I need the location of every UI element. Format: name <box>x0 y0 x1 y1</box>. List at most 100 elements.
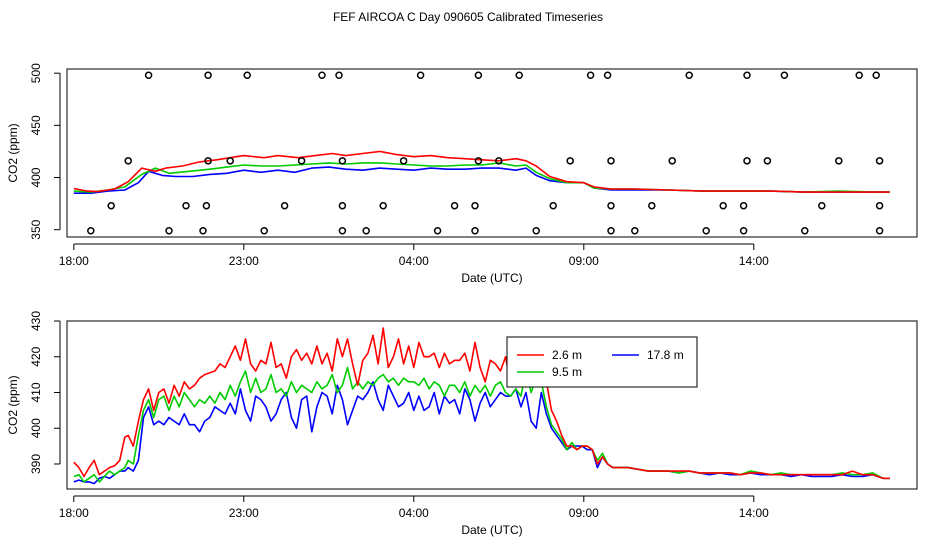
calibration-point <box>739 201 748 210</box>
calibration-point <box>474 157 483 165</box>
y-axis-label: CO2 (ppm) <box>6 123 20 182</box>
calibration-point <box>780 71 789 80</box>
calibration-point <box>202 201 211 210</box>
calibration-point <box>763 157 772 165</box>
plot-frame <box>66 68 918 238</box>
calibration-point <box>297 157 306 165</box>
y-tick-label: 390 <box>29 454 43 474</box>
calibration-point <box>338 157 347 165</box>
calibration-point <box>875 226 884 235</box>
panel-full-range: 18:00 23:00 04:00 09:00 14:00 Date (UTC) 350 40… <box>6 63 918 285</box>
legend-label: 17.8 m <box>647 348 684 362</box>
x-tick-label: 23:00 <box>229 506 259 520</box>
calibration-point <box>204 71 212 80</box>
calibration-point <box>743 71 751 80</box>
calibration-point <box>586 71 595 80</box>
calibration-point <box>471 226 479 235</box>
calibration-point <box>668 157 676 165</box>
calibration-point <box>226 157 234 165</box>
legend-item: 17.8 m <box>612 348 684 362</box>
calibration-point <box>243 71 251 80</box>
panel-zoomed: 18:00 23:00 04:00 09:00 14:00 Date (UTC) 390 40… <box>6 311 918 537</box>
calibration-point <box>204 157 212 165</box>
calibration-point <box>495 157 503 165</box>
series-line-9-5-m <box>73 366 890 483</box>
calibration-point <box>182 201 190 210</box>
calibration-point <box>107 201 115 210</box>
y-tick-label: 400 <box>29 418 43 438</box>
calibration-point <box>719 201 727 210</box>
calibration-point <box>416 71 425 80</box>
calibration-point <box>433 226 442 235</box>
x-axis: 18:00 23:00 04:00 09:00 14:00 <box>59 495 769 520</box>
calibration-point <box>872 71 880 80</box>
x-tick-label: 04:00 <box>399 506 429 520</box>
legend-label: 9.5 m <box>552 365 582 379</box>
figure-title: FEF AIRCOA C Day 090605 Calibrated Times… <box>333 10 603 24</box>
series-line-9-5-m <box>73 162 890 193</box>
calibration-point <box>165 226 173 235</box>
x-tick-label: 09:00 <box>569 254 599 268</box>
calibration-point <box>607 201 615 210</box>
calibration-point <box>471 201 479 210</box>
y-tick-label: 400 <box>29 167 43 187</box>
legend-box <box>506 336 698 388</box>
calibration-point <box>801 226 809 235</box>
x-tick-label: 23:00 <box>229 254 259 268</box>
calibration-point <box>144 71 153 80</box>
x-axis-label: Date (UTC) <box>461 523 522 537</box>
calibration-point <box>855 71 863 80</box>
calibration-point <box>450 201 459 210</box>
y-tick-label: 450 <box>29 115 43 135</box>
calibration-point <box>338 226 347 235</box>
calibration-point <box>685 71 693 80</box>
calibration-point <box>399 157 408 165</box>
x-tick-label: 14:00 <box>739 506 769 520</box>
calibration-point <box>818 201 826 210</box>
calibration-point <box>607 226 615 235</box>
y-tick-label: 350 <box>29 219 43 239</box>
calibration-point <box>739 226 748 235</box>
calibration-point <box>474 71 483 80</box>
x-tick-label: 14:00 <box>739 254 769 268</box>
calibration-point <box>338 201 347 210</box>
calibration-point <box>280 201 289 210</box>
calibration-point <box>379 201 387 210</box>
series-line-17-8-m <box>73 380 890 485</box>
y-tick-label: 430 <box>29 311 43 331</box>
calibration-point <box>515 71 523 80</box>
y-axis: 390 400 410 420 430 <box>29 311 61 474</box>
calibration-point <box>631 226 639 235</box>
calibration-point <box>260 226 268 235</box>
calibration-point <box>87 226 95 235</box>
calibration-point <box>875 201 884 210</box>
calibration-point <box>702 226 710 235</box>
calibration-markers <box>87 71 884 235</box>
y-axis-label: CO2 (ppm) <box>6 375 20 434</box>
calibration-point <box>648 201 656 210</box>
calibration-point <box>603 71 612 80</box>
legend-item: 9.5 m <box>517 365 582 379</box>
calibration-point <box>362 226 370 235</box>
calibration-point <box>607 157 615 165</box>
legend-label: 2.6 m <box>552 348 582 362</box>
y-tick-label: 420 <box>29 346 43 366</box>
series-line-2-6-m <box>73 150 890 193</box>
y-tick-label: 410 <box>29 382 43 402</box>
legend-item: 2.6 m <box>517 348 582 362</box>
legend: 2.6 m 17.8 m 9.5 m <box>506 336 698 388</box>
calibration-point <box>199 226 207 235</box>
calibration-point <box>335 71 343 80</box>
x-axis: 18:00 23:00 04:00 09:00 14:00 <box>59 243 769 268</box>
calibration-point <box>566 157 574 165</box>
y-axis: 350 400 450 500 <box>29 63 61 240</box>
x-axis-label: Date (UTC) <box>461 271 522 285</box>
calibration-point <box>532 226 540 235</box>
calibration-point <box>318 71 326 80</box>
calibration-point <box>124 157 132 165</box>
series-line-2-6-m <box>73 327 890 480</box>
x-tick-label: 09:00 <box>569 506 599 520</box>
x-tick-label: 18:00 <box>59 254 89 268</box>
